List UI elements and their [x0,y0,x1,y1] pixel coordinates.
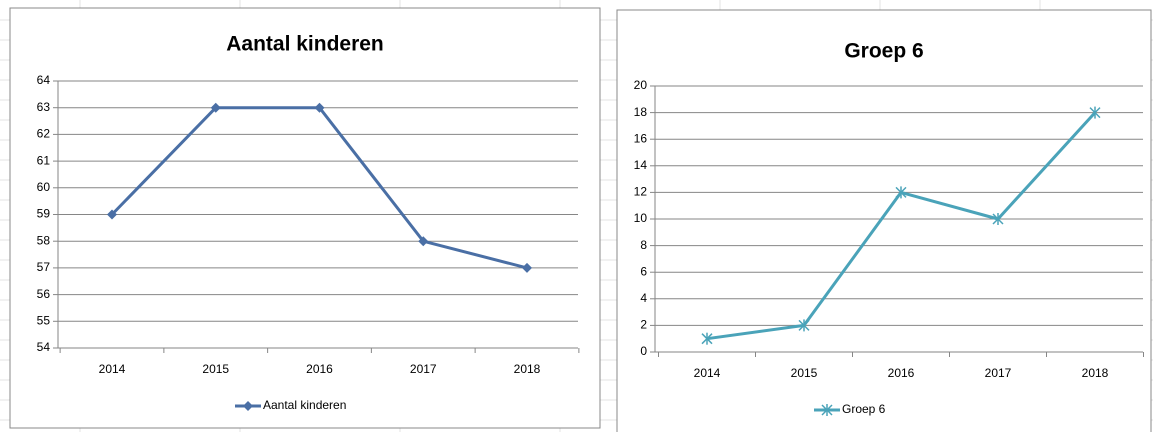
y-tick-label: 4 [640,291,647,305]
y-tick-label: 58 [37,233,51,247]
x-tick-label: 2017 [410,362,437,376]
legend-label: Aantal kinderen [263,398,346,412]
y-tick-label: 6 [640,264,647,278]
y-tick-label: 20 [634,78,648,92]
y-tick-label: 10 [634,211,648,225]
y-tick-label: 63 [37,100,51,114]
y-tick-label: 0 [640,344,647,358]
y-tick-label: 59 [37,207,51,221]
marker [895,186,907,199]
marker [107,209,117,220]
x-tick-label: 2014 [99,362,126,376]
x-tick-label: 2014 [694,366,721,380]
y-tick-label: 56 [37,287,51,301]
x-tick-label: 2015 [202,362,229,376]
y-tick-label: 55 [37,313,51,327]
y-tick-label: 57 [37,260,51,274]
y-tick-label: 14 [634,158,648,172]
y-tick-label: 18 [634,105,648,119]
marker [314,102,325,113]
marker [418,236,429,247]
y-tick-label: 8 [640,238,647,252]
chart-frame [9,7,601,429]
marker [522,262,532,273]
y-tick-label: 61 [37,153,51,167]
marker [701,332,713,345]
marker [210,102,221,113]
x-tick-label: 2017 [985,366,1012,380]
marker [1089,106,1101,119]
chart-title: Groep 6 [844,40,923,63]
y-tick-label: 54 [37,340,51,354]
chart-title: Aantal kinderen [226,33,384,56]
y-tick-label: 64 [37,73,51,87]
y-tick-label: 16 [634,131,648,145]
y-tick-label: 60 [37,180,51,194]
y-tick-label: 2 [640,318,647,332]
x-tick-label: 2015 [791,366,818,380]
marker [243,401,253,411]
y-tick-label: 12 [634,185,648,199]
x-tick-label: 2016 [306,362,333,376]
x-tick-label: 2018 [514,362,541,376]
x-tick-label: 2018 [1082,366,1109,380]
x-tick-label: 2016 [888,366,915,380]
marker [992,213,1004,225]
marker [821,404,833,416]
marker [798,319,810,332]
legend-label: Groep 6 [842,402,886,416]
y-tick-label: 62 [37,127,51,141]
chart-frame [616,9,1152,432]
